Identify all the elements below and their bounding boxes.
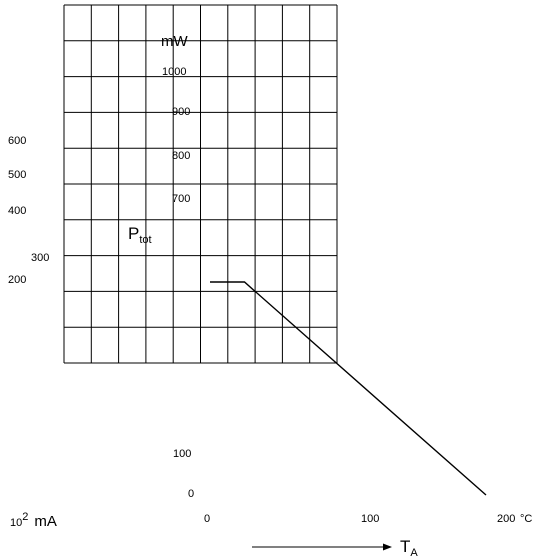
x-unit-label: °C <box>520 513 532 525</box>
y-tick-label: 900 <box>172 106 190 118</box>
x-tick-label: 0 <box>204 513 210 525</box>
y-tick-label: 700 <box>172 193 190 205</box>
y-tick-label: 0 <box>188 488 194 500</box>
y-tick-label: 600 <box>8 135 26 147</box>
y-tick-label: 300 <box>31 252 49 264</box>
y-tick-label: 100 <box>173 448 191 460</box>
series-line <box>210 281 487 496</box>
left-scale-label: 102 mA <box>10 511 57 530</box>
chart-grid <box>63 4 338 364</box>
y-axis-unit: mW <box>161 33 188 50</box>
y-tick-label: 1000 <box>162 66 186 78</box>
x-axis-label: TA <box>400 537 418 559</box>
y-tick-label: 400 <box>8 205 26 217</box>
y-tick-label: 800 <box>172 150 190 162</box>
x-tick-label: 100 <box>361 513 379 525</box>
y-tick-label: 500 <box>8 169 26 181</box>
y-tick-label: 200 <box>8 274 26 286</box>
x-axis-arrowhead <box>383 543 392 551</box>
y-axis-label: Ptot <box>128 224 152 246</box>
x-tick-label: 200 <box>497 513 515 525</box>
